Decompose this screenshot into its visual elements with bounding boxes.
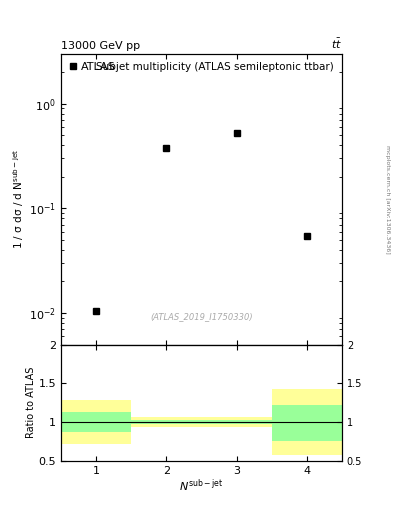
Legend: ATLAS: ATLAS (66, 59, 118, 74)
Text: mcplots.cern.ch [arXiv:1306.3436]: mcplots.cern.ch [arXiv:1306.3436] (385, 145, 389, 253)
X-axis label: $N^{\mathrm{sub-jet}}$: $N^{\mathrm{sub-jet}}$ (179, 477, 224, 494)
Text: (ATLAS_2019_I1750330): (ATLAS_2019_I1750330) (150, 312, 253, 321)
ATLAS (305, 232, 309, 239)
Text: Subjet multiplicity (ATLAS semileptonic ttbar): Subjet multiplicity (ATLAS semileptonic … (96, 62, 334, 73)
Line: ATLAS: ATLAS (93, 130, 310, 314)
ATLAS (164, 144, 169, 151)
Text: 13000 GeV pp: 13000 GeV pp (61, 41, 140, 51)
Y-axis label: 1 / σ dσ / d N$^{\mathrm{sub-jet}}$: 1 / σ dσ / d N$^{\mathrm{sub-jet}}$ (11, 149, 26, 249)
Text: t$\bar{t}$: t$\bar{t}$ (331, 37, 342, 51)
ATLAS (94, 308, 98, 314)
ATLAS (234, 131, 239, 137)
Y-axis label: Ratio to ATLAS: Ratio to ATLAS (26, 367, 36, 438)
